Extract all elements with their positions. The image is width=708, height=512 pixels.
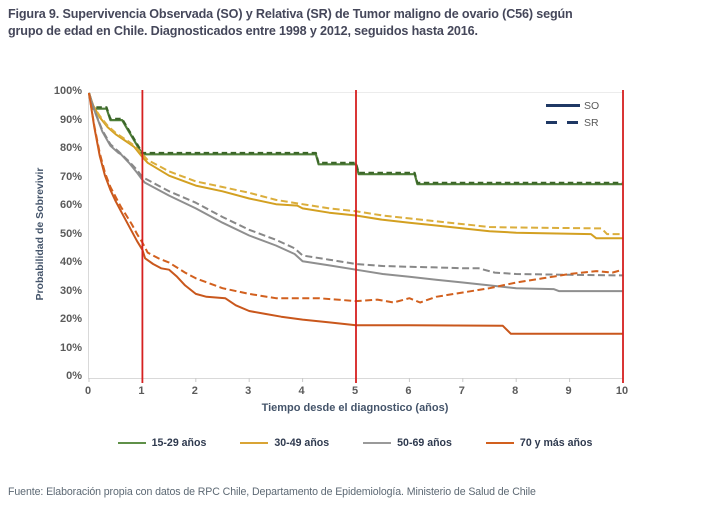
age-legend-label: 15-29 años	[151, 437, 207, 449]
x-tick-label-10: 10	[615, 385, 629, 397]
line-type-legend: SO SR	[546, 97, 599, 131]
x-tick-label-9: 9	[565, 385, 572, 397]
figure-title-line2: grupo de edad en Chile. Diagnosticados e…	[8, 24, 478, 38]
sr-line-swatch	[546, 121, 580, 124]
x-tick-label-5: 5	[351, 385, 359, 397]
x-tick-label-0: 0	[84, 385, 92, 397]
age-legend-swatch	[363, 441, 392, 445]
y-tick-label-30: 30%	[59, 284, 82, 297]
x-tick-label-3: 3	[245, 385, 252, 397]
x-axis-title: Tiempo desde el diagnostico (años)	[261, 402, 449, 414]
age-legend-swatch	[485, 441, 514, 445]
y-tick-label-40: 40%	[59, 256, 82, 268]
series-70-mas-sr	[88, 92, 624, 304]
age-legend-item: 15-29 años	[117, 437, 207, 449]
series-30-49-so	[88, 92, 623, 240]
y-tick-label-10: 10%	[59, 341, 82, 354]
age-legend-item: 50-69 años	[363, 437, 452, 449]
survival-chart	[87, 90, 624, 383]
series-15-29-sr	[88, 92, 623, 184]
y-tick-label-100: 100%	[53, 85, 82, 97]
x-tick-label-6: 6	[405, 385, 412, 397]
source-footer: Fuente: Elaboración propia con datos de …	[8, 486, 536, 498]
y-tick-label-70: 70%	[59, 170, 82, 183]
so-line-swatch	[546, 104, 580, 107]
x-tick-label-4: 4	[298, 385, 305, 397]
age-legend-swatch	[240, 441, 269, 445]
series-50-69-sr	[88, 92, 624, 277]
y-tick-label-90: 90%	[59, 113, 82, 126]
figure-title: Figura 9. Supervivencia Observada (SO) y…	[8, 6, 704, 40]
series-70-mas-so	[88, 92, 623, 335]
age-legend-item: 70 y más años	[485, 437, 593, 449]
age-legend-item: 30-49 años	[240, 437, 329, 449]
age-legend-label: 30-49 años	[274, 437, 330, 449]
y-tick-label-60: 60%	[59, 199, 82, 211]
legend-label-sr: SR	[584, 116, 599, 129]
legend-item-sr: SR	[546, 114, 599, 131]
age-legend-label: 50-69 años	[397, 437, 452, 449]
figure-title-line1: Figura 9. Supervivencia Observada (SO) y…	[8, 7, 573, 21]
age-legend-swatch	[117, 441, 146, 445]
age-legend-label: 70 y más años	[519, 437, 593, 449]
y-tick-label-50: 50%	[59, 227, 82, 240]
legend-label-so: SO	[584, 99, 600, 112]
y-tick-label-20: 20%	[59, 313, 82, 325]
plot-area	[87, 90, 624, 383]
x-tick-label-7: 7	[458, 385, 465, 397]
x-tick-label-2: 2	[191, 385, 198, 397]
y-tick-label-0: 0%	[66, 370, 82, 382]
y-tick-label-80: 80%	[59, 142, 82, 154]
x-tick-label-1: 1	[138, 385, 145, 397]
series-30-49-sr	[88, 92, 623, 236]
age-group-legend: 15-29 años 30-49 años 50-69 años 70 y más a…	[88, 437, 622, 449]
x-tick-label-8: 8	[512, 385, 519, 397]
legend-item-so: SO	[546, 97, 599, 114]
